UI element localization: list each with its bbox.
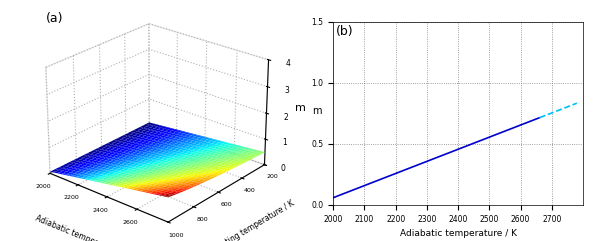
X-axis label: Adiabatic temperature / K: Adiabatic temperature / K <box>400 229 516 238</box>
Y-axis label: m: m <box>295 103 306 113</box>
Text: (b): (b) <box>336 25 353 38</box>
Y-axis label: Preheating temperature / K: Preheating temperature / K <box>201 199 296 241</box>
X-axis label: Adiabatic temperature / K: Adiabatic temperature / K <box>34 214 129 241</box>
Text: (a): (a) <box>46 12 64 25</box>
